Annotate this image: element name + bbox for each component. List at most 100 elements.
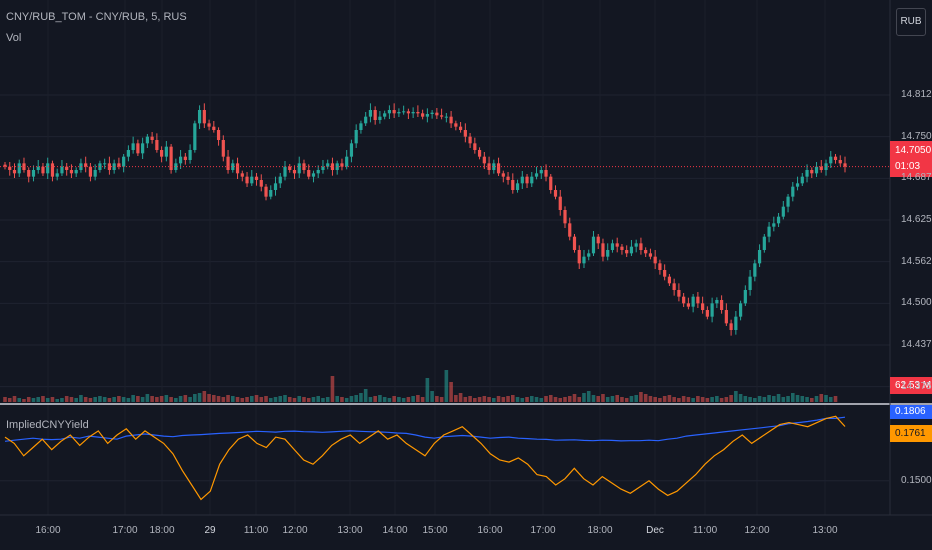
candle-body [178, 156, 183, 164]
candle-body [544, 170, 548, 177]
candle-body [558, 196, 562, 210]
candle-body [767, 226, 771, 237]
volume-bar [534, 397, 539, 402]
candle-body [553, 190, 558, 197]
candle-body [549, 176, 553, 190]
volume-bar [41, 396, 45, 402]
candle-body [606, 250, 610, 257]
volume-bar [772, 396, 776, 402]
candle-body [273, 183, 278, 190]
candle-body [202, 110, 206, 124]
volume-value-tag: 62.53 M [890, 377, 932, 394]
volume-bar [487, 397, 491, 402]
volume-bar [510, 395, 515, 402]
volume-bar [567, 396, 572, 402]
volume-bar [601, 394, 605, 402]
volume-bar [477, 397, 482, 402]
last-price-tag: 14.7050 01:03 [890, 141, 932, 177]
volume-bar [178, 396, 183, 402]
candle-body [781, 206, 785, 217]
volume-bar [50, 397, 55, 402]
volume-bar [824, 395, 828, 402]
candle-body [833, 156, 838, 160]
candle-body [74, 170, 78, 174]
volume-bar [454, 395, 458, 402]
volume-bar [615, 395, 620, 402]
time-tick-label: 16:00 [35, 525, 61, 536]
candle-body [629, 246, 634, 254]
candle-body [525, 176, 529, 184]
candle-body [31, 170, 36, 177]
time-tick-label: 17:00 [112, 525, 138, 536]
bar-countdown: 01:03 [895, 161, 921, 172]
candle-body [93, 170, 97, 177]
volume-bar [207, 394, 211, 402]
candle-body [216, 130, 221, 140]
candle-body [425, 114, 429, 117]
volume-bar [814, 396, 819, 402]
volume-bar [311, 397, 316, 402]
candle-body [169, 146, 173, 170]
volume-bar [297, 396, 302, 402]
volume-bar [254, 395, 259, 402]
candle-body [46, 163, 50, 174]
candle-body [843, 163, 847, 167]
volume-bar [710, 397, 714, 402]
candle-body [36, 166, 40, 170]
volume-bar [230, 396, 235, 402]
candle-body [264, 186, 268, 197]
candle-body [12, 170, 17, 174]
volume-bar [662, 396, 667, 402]
candle-body [254, 176, 259, 180]
volume-bar [572, 394, 577, 402]
candle-body [212, 126, 216, 130]
time-tick-label: 17:00 [530, 525, 556, 536]
candle-body [677, 290, 681, 297]
price-tick-label: 14.4375 [901, 339, 932, 350]
candle-body [126, 150, 130, 157]
volume-bar [193, 394, 197, 402]
volume-bar [283, 395, 287, 402]
candle-body [240, 173, 244, 177]
price-tick-label: 14.8125 [901, 89, 932, 100]
volume-bar [444, 370, 449, 402]
volume-bar [776, 394, 781, 402]
volume-bar [302, 397, 306, 402]
volume-bar [221, 397, 226, 402]
currency-button[interactable]: RUB [896, 8, 926, 36]
volume-bar [805, 397, 809, 402]
volume-bar [354, 395, 358, 402]
candle-body [620, 246, 624, 250]
volume-bar [74, 398, 78, 402]
candle-body [235, 163, 240, 174]
volume-bar [268, 398, 273, 402]
candle-body [515, 183, 520, 190]
volume-bar [800, 396, 805, 402]
candle-body [231, 163, 235, 170]
time-tick-label: 12:00 [282, 525, 308, 536]
candle-body [430, 112, 434, 114]
candle-body [696, 296, 700, 304]
volume-bar [605, 397, 610, 402]
candle-body [349, 143, 354, 157]
volume-bar [117, 396, 121, 402]
candle-body [734, 316, 738, 330]
volume-bar [131, 395, 135, 402]
volume-bar [259, 397, 264, 402]
volume-bar [397, 397, 401, 402]
candle-body [316, 170, 320, 174]
blue-series-value-tag: 0.1806 [890, 405, 932, 419]
orange-series-line [4, 415, 846, 501]
volume-bar [7, 398, 12, 402]
volume-bar [245, 397, 249, 402]
volume-bar [316, 396, 321, 402]
volume-bar [539, 398, 544, 402]
candle-body [501, 173, 505, 177]
candle-body [810, 170, 814, 174]
volume-bar [145, 394, 150, 402]
volume-bar [463, 397, 468, 402]
candle-body [359, 123, 363, 130]
volume-bar [387, 398, 392, 402]
candle-body [311, 173, 316, 177]
